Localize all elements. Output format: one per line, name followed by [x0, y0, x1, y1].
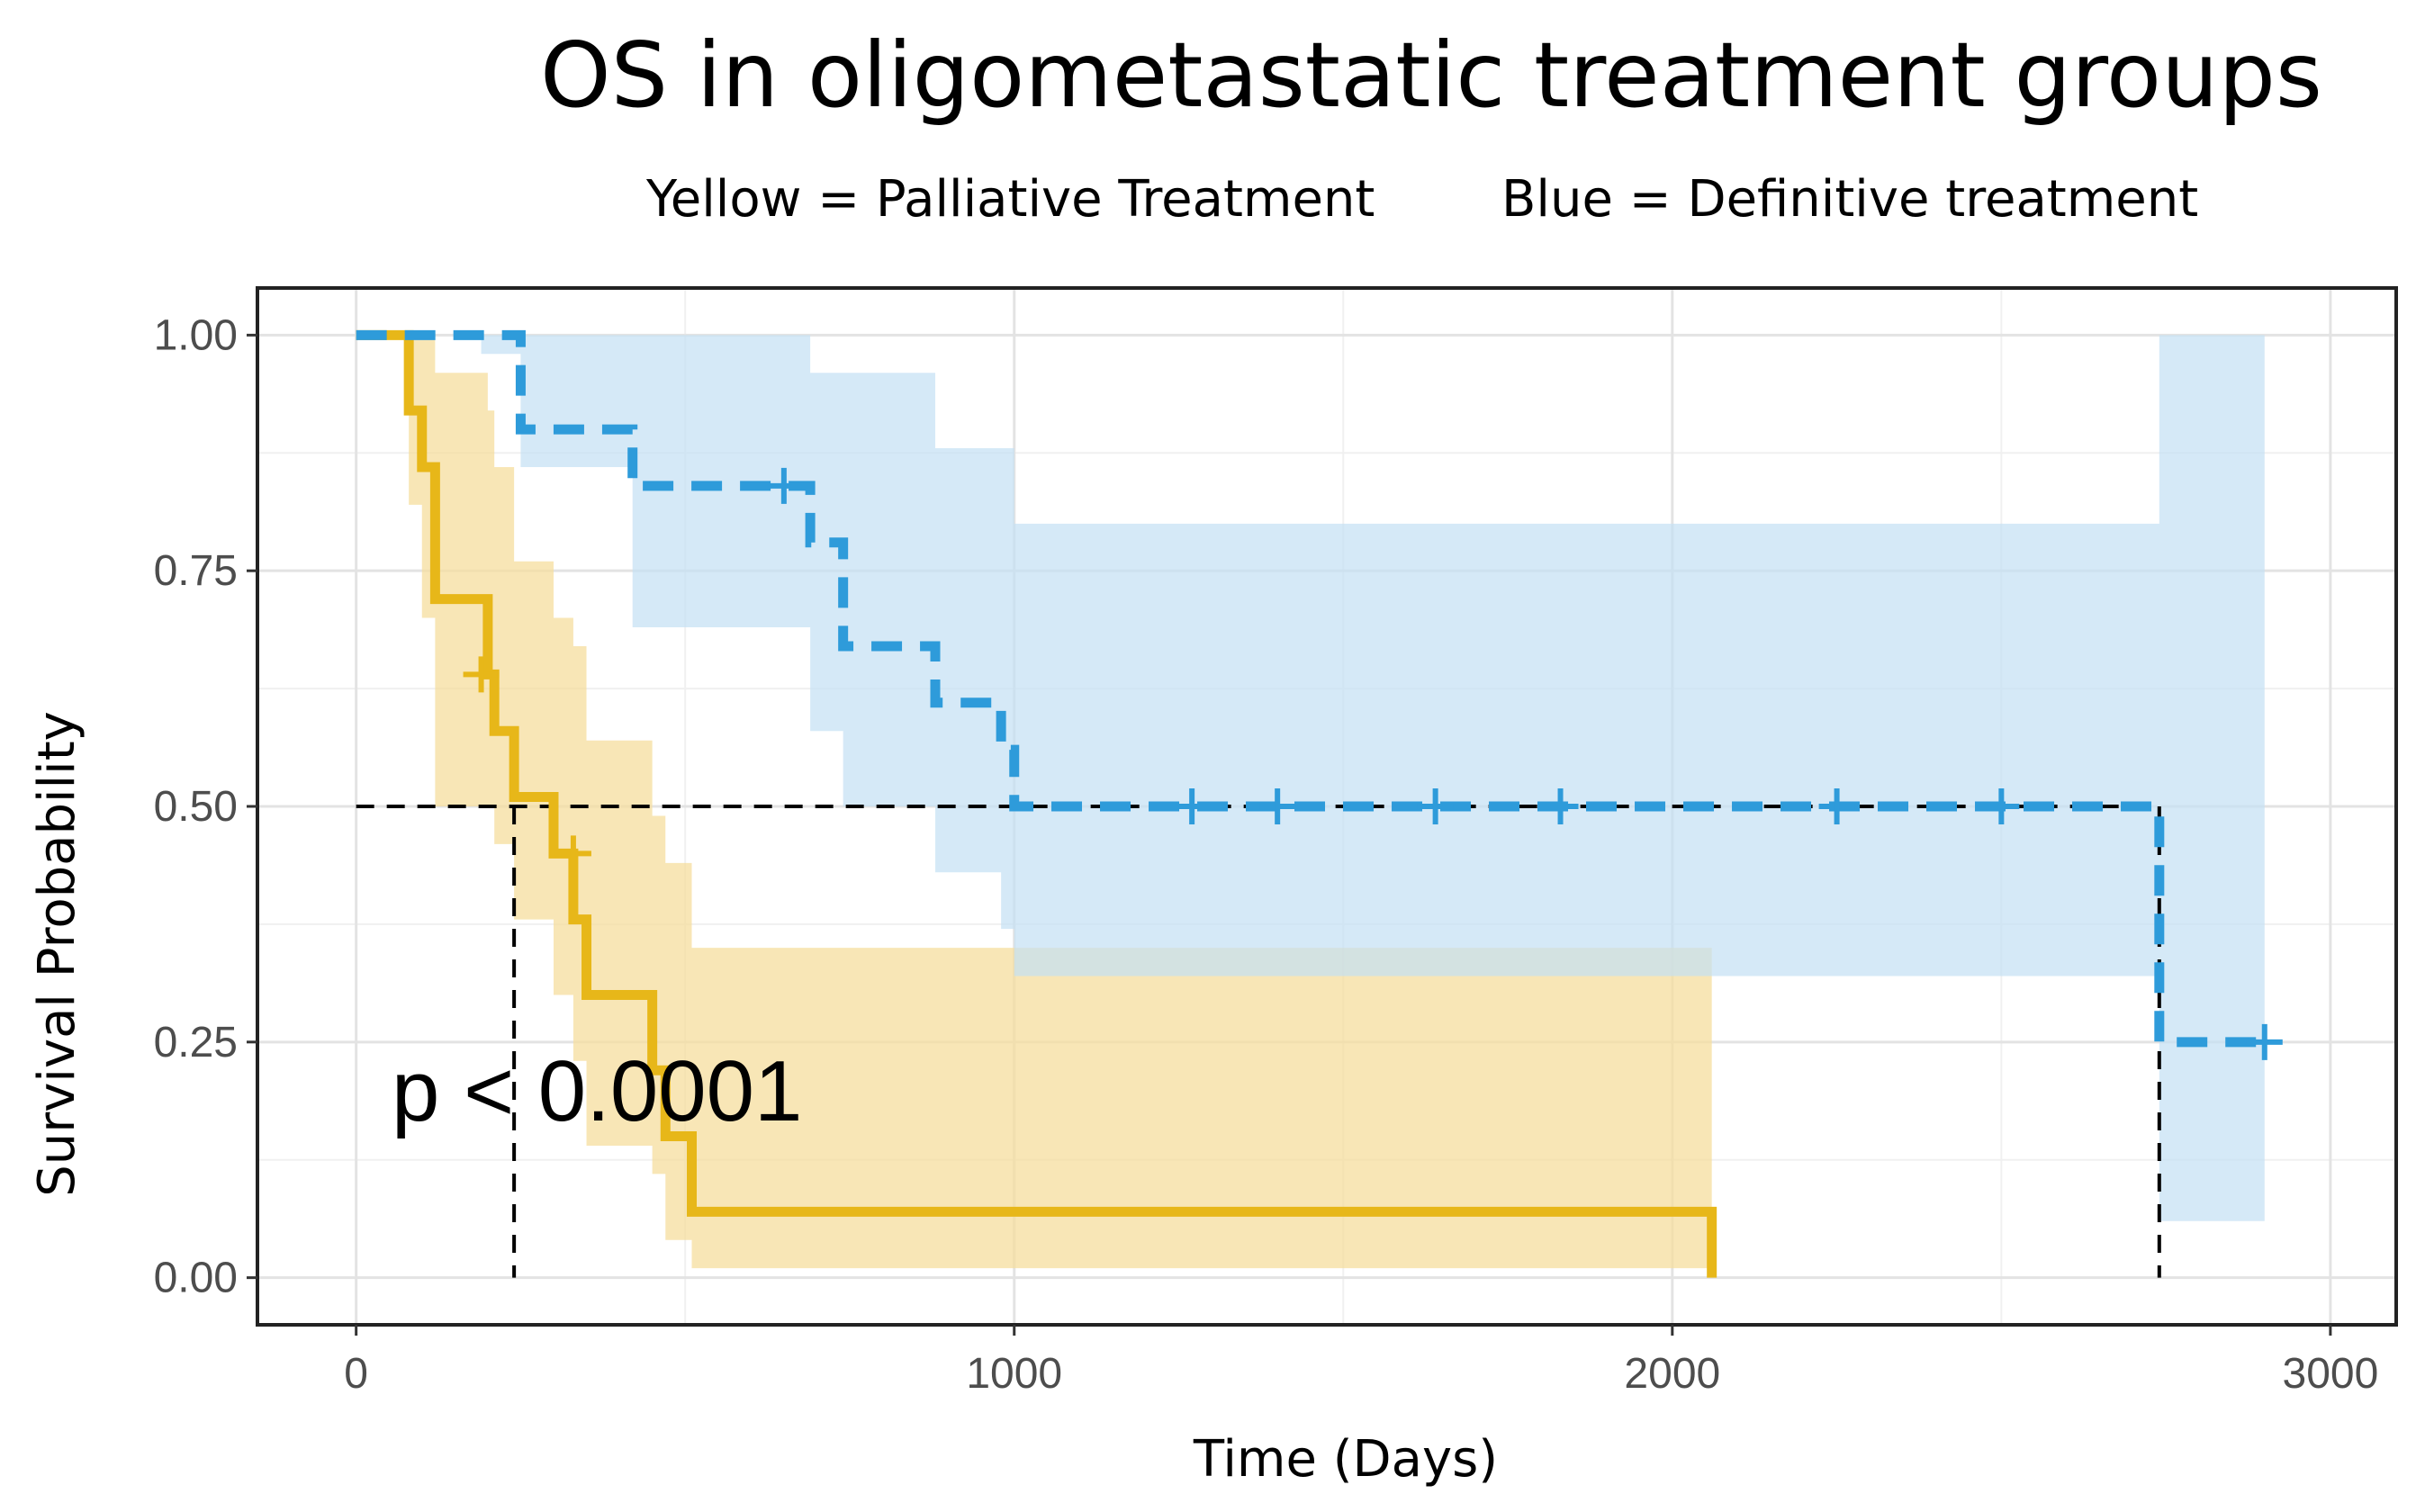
ci-band-palliative	[356, 335, 1712, 1269]
legend-definitive: Blue = Definitive treatment	[1501, 170, 2198, 229]
ci-band-definitive	[356, 335, 2265, 1221]
y-tick-label: 0.00	[154, 1255, 238, 1302]
legend-palliative: Yellow = Palliative Treatment	[645, 170, 1375, 229]
y-tick-label: 0.25	[154, 1019, 238, 1066]
x-tick-label: 0	[344, 1350, 368, 1398]
y-tick-label: 1.00	[154, 311, 238, 359]
survival-curve-palliative	[356, 329, 1717, 1278]
x-tick-label: 2000	[1624, 1350, 1720, 1398]
x-tick-label: 3000	[2283, 1350, 2379, 1398]
chart-title: OS in oligometastatic treatment groups	[540, 22, 2322, 128]
y-tick-label: 0.75	[154, 547, 238, 595]
p-value-annotation: p < 0.0001	[392, 1043, 802, 1139]
x-axis-label: Time (Days)	[1193, 1430, 1498, 1489]
x-tick-label: 1000	[966, 1350, 1062, 1398]
y-tick-label: 0.50	[154, 783, 238, 831]
survival-curve-definitive	[356, 329, 2265, 1048]
plot-layer: 0 1000 2000 3000 0.00 0.25 0.50 0.75 1.00	[154, 286, 2398, 1398]
y-axis-label: Survival Probability	[28, 711, 86, 1197]
